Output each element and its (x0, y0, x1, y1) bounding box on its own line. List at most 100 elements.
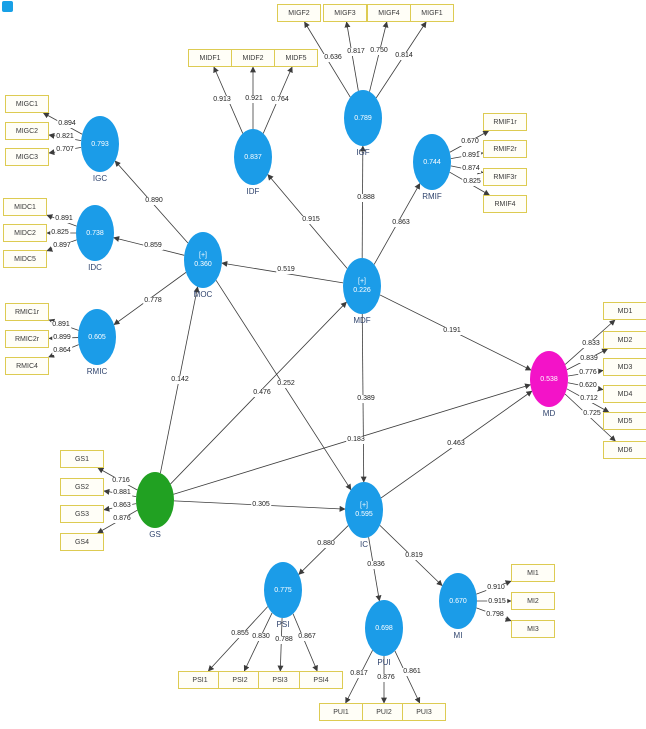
indicator-RMIF1r[interactable]: RMIF1r (483, 113, 527, 131)
indicator-RMIC1r[interactable]: RMIC1r (5, 303, 49, 321)
indicator-MD4[interactable]: MD4 (603, 385, 646, 403)
indicator-MIGF3[interactable]: MIGF3 (323, 4, 367, 22)
coefficient-label-MD-MD1: 0.833 (581, 340, 601, 348)
coefficient-label-IC-MD: 0.463 (446, 440, 466, 448)
arrow-IGF-MIGF4 (369, 21, 389, 92)
indicator-MIGF4[interactable]: MIGF4 (367, 4, 411, 22)
construct-IGC[interactable]: 0.793 (81, 116, 119, 172)
indicator-MIGF1[interactable]: MIGF1 (410, 4, 454, 22)
indicator-PUI2[interactable]: PUI2 (362, 703, 406, 721)
coefficient-label-PSI-PSI4: 0.867 (297, 633, 317, 641)
indicator-PSI3[interactable]: PSI3 (258, 671, 302, 689)
indicator-PUI3[interactable]: PUI3 (402, 703, 446, 721)
indicator-MIDF2[interactable]: MIDF2 (231, 49, 275, 67)
coefficient-label-PSI-PSI1: 0.855 (230, 630, 250, 638)
coefficient-label-RMIC-RMIC2r: 0.899 (52, 334, 72, 342)
construct-name-MOC: MOC (193, 290, 213, 299)
construct-IDF[interactable]: 0.837 (234, 129, 272, 185)
coefficient-label-IDC-MIDC2: 0.825 (50, 229, 70, 237)
construct-name-MI: MI (453, 631, 463, 640)
construct-MDF[interactable]: [+] 0.226 (343, 258, 381, 314)
construct-value: 0.605 (88, 333, 106, 341)
indicator-GS2[interactable]: GS2 (60, 478, 104, 496)
indicator-RMIC4[interactable]: RMIC4 (5, 357, 49, 375)
coefficient-label-IDC-MIDC5: 0.897 (52, 242, 72, 250)
construct-value: 0.775 (274, 586, 292, 594)
indicator-RMIF2r[interactable]: RMIF2r (483, 140, 527, 158)
construct-value: 0.744 (423, 158, 441, 166)
coefficient-label-IGF-MIGF1: 0.814 (394, 52, 414, 60)
indicator-MI3[interactable]: MI3 (511, 620, 555, 638)
coefficient-label-RMIC-RMIC1r: 0.891 (51, 321, 71, 329)
indicator-GS3[interactable]: GS3 (60, 505, 104, 523)
coefficient-label-MI-MI3: 0.798 (485, 611, 505, 619)
coefficient-label-MI-MI2: 0.915 (487, 598, 507, 606)
indicator-MIDC1[interactable]: MIDC1 (3, 198, 47, 216)
coefficient-label-MOC-IDC: 0.859 (143, 242, 163, 250)
construct-name-IDF: IDF (246, 187, 260, 196)
coefficient-label-GS-GS2: 0.881 (112, 489, 132, 497)
indicator-RMIF3r[interactable]: RMIF3r (483, 168, 527, 186)
construct-MD[interactable]: 0.538 (530, 351, 568, 407)
indicator-MIGC3[interactable]: MIGC3 (5, 148, 49, 166)
coefficient-label-IC-PSI: 0.880 (316, 540, 336, 548)
coefficient-label-IGF-MIGF2: 0.636 (323, 54, 343, 62)
indicator-MD3[interactable]: MD3 (603, 358, 646, 376)
indicator-MD1[interactable]: MD1 (603, 302, 646, 320)
indicator-MIDC2[interactable]: MIDC2 (3, 224, 47, 242)
construct-GS[interactable] (136, 472, 174, 528)
construct-name-IGC: IGC (92, 174, 108, 183)
indicator-PSI2[interactable]: PSI2 (218, 671, 262, 689)
coefficient-label-GS-GS1: 0.716 (111, 477, 131, 485)
arrow-MDF-IGF (359, 145, 366, 259)
coefficient-label-MDF-IC: 0.389 (356, 395, 376, 403)
construct-name-RMIF: RMIF (422, 192, 442, 201)
construct-name-PUI: PUI (377, 658, 391, 667)
coefficient-label-GS-IC: 0.305 (251, 501, 271, 509)
construct-IGF[interactable]: 0.789 (344, 90, 382, 146)
coefficient-label-RMIC-RMIC4: 0.864 (52, 347, 72, 355)
indicator-MIGC2[interactable]: MIGC2 (5, 122, 49, 140)
indicator-RMIF4[interactable]: RMIF4 (483, 195, 527, 213)
arrow-PSI-PSI1 (207, 606, 268, 672)
construct-MOC[interactable]: [+] 0.360 (184, 232, 222, 288)
coefficient-label-MD-MD5: 0.712 (579, 395, 599, 403)
construct-value: 0.670 (449, 597, 467, 605)
construct-IC[interactable]: [+] 0.595 (345, 482, 383, 538)
construct-IDC[interactable]: 0.738 (76, 205, 114, 261)
plus-badge: [+] (199, 252, 207, 259)
indicator-MD5[interactable]: MD5 (603, 412, 646, 430)
indicator-PUI1[interactable]: PUI1 (319, 703, 363, 721)
construct-RMIF[interactable]: 0.744 (413, 134, 451, 190)
coefficient-label-RMIF-RMIF2r: 0.891 (461, 152, 481, 160)
construct-PSI[interactable]: 0.775 (264, 562, 302, 618)
indicator-GS1[interactable]: GS1 (60, 450, 104, 468)
coefficient-label-MDF-MOC: 0.519 (276, 266, 296, 274)
indicator-MIGC1[interactable]: MIGC1 (5, 95, 49, 113)
indicator-MI1[interactable]: MI1 (511, 564, 555, 582)
indicator-RMIC2r[interactable]: RMIC2r (5, 330, 49, 348)
construct-MI[interactable]: 0.670 (439, 573, 477, 629)
construct-RMIC[interactable]: 0.605 (78, 309, 116, 365)
coefficient-label-MDF-RMIF: 0.863 (391, 219, 411, 227)
indicator-MIDF5[interactable]: MIDF5 (274, 49, 318, 67)
indicator-MD2[interactable]: MD2 (603, 331, 646, 349)
construct-PUI[interactable]: 0.698 (365, 600, 403, 656)
indicator-MI2[interactable]: MI2 (511, 592, 555, 610)
indicator-GS4[interactable]: GS4 (60, 533, 104, 551)
coefficient-label-MD-MD4: 0.620 (578, 382, 598, 390)
coefficient-label-PUI-PUI1: 0.817 (349, 670, 369, 678)
indicator-PSI4[interactable]: PSI4 (299, 671, 343, 689)
indicator-PSI1[interactable]: PSI1 (178, 671, 222, 689)
construct-name-MDF: MDF (353, 316, 371, 325)
coefficient-label-GS-MDF: 0.476 (252, 389, 272, 397)
indicator-MD6[interactable]: MD6 (603, 441, 646, 459)
arrow-IGF-MIGF3 (344, 21, 359, 91)
coefficient-label-IGC-MIGC2: 0.821 (55, 133, 75, 141)
arrow-PSI-PSI2 (243, 612, 273, 672)
indicator-MIGF2[interactable]: MIGF2 (277, 4, 321, 22)
indicator-MIDF1[interactable]: MIDF1 (188, 49, 232, 67)
arrow-IC-PUI (368, 537, 382, 602)
indicator-MIDC5[interactable]: MIDC5 (3, 250, 47, 268)
